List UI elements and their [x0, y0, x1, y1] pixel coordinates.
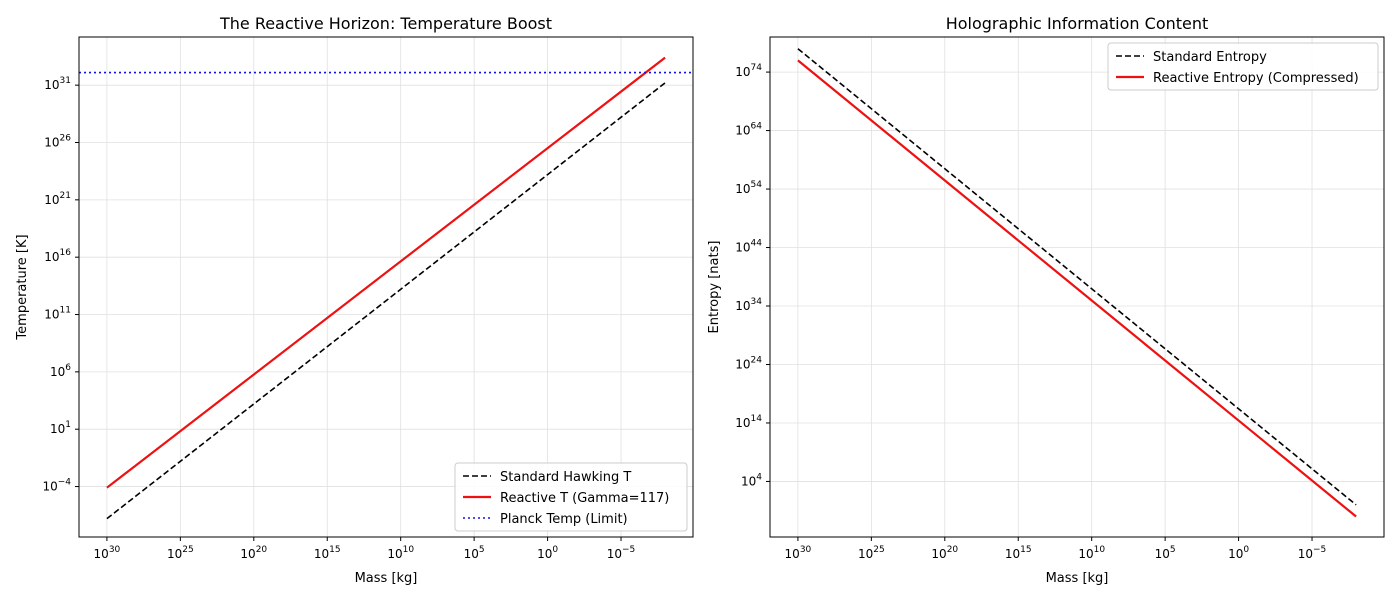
ticks: 1030 1025 1020 1015 1010 105 100 10−5 104 1014 102…: [735, 63, 1326, 561]
x-tick-label: 1030: [94, 545, 121, 561]
grid: [79, 37, 693, 537]
x-tick-label: 1010: [1078, 545, 1105, 561]
legend-entry: Reactive T (Gamma=117): [500, 491, 669, 506]
series-line-0: [106, 82, 666, 520]
y-tick-label: 106: [50, 363, 71, 379]
y-tick-label: 1074: [735, 63, 762, 79]
legend: Standard Entropy Reactive Entropy (Compre…: [1107, 42, 1379, 91]
y-tick-label: 1014: [735, 414, 762, 430]
entropy-chart: Holographic Information Content 1030 1025…: [707, 14, 1385, 586]
y-tick-label: 1024: [735, 355, 762, 371]
y-axis-label: Entropy [nats]: [707, 241, 722, 334]
y-tick-label: 1054: [735, 180, 762, 196]
x-tick-label: 1025: [858, 545, 885, 561]
y-tick-label: 1011: [44, 306, 71, 322]
x-tick-label: 1025: [167, 545, 194, 561]
y-tick-label: 1064: [735, 122, 762, 138]
y-tick-label: 1016: [44, 248, 71, 264]
y-tick-label: 101: [50, 420, 71, 436]
plot-frame: [769, 36, 1385, 538]
x-axis-label: Mass [kg]: [355, 571, 418, 586]
series-line-1: [106, 56, 666, 489]
x-tick-label: 1020: [240, 545, 267, 561]
x-tick-label: 105: [464, 545, 485, 561]
x-tick-label: 1030: [785, 545, 812, 561]
legend-box: [454, 462, 688, 532]
legend-entry: Standard Hawking T: [500, 470, 631, 485]
x-axis-label: Mass [kg]: [1046, 571, 1109, 586]
plot-frame: [78, 36, 694, 538]
x-tick-label: 10−5: [607, 545, 636, 561]
y-tick-label: 10−4: [42, 478, 71, 494]
x-tick-label: 1015: [1005, 545, 1032, 561]
series-layer: [797, 48, 1357, 518]
chart-title: Holographic Information Content: [946, 14, 1209, 33]
legend-entry: Standard Entropy: [1153, 50, 1267, 65]
x-tick-label: 100: [1228, 545, 1249, 561]
series-layer: [79, 56, 693, 520]
y-tick-label: 1021: [44, 191, 71, 207]
legend-box: [1107, 42, 1379, 91]
x-tick-label: 1010: [387, 545, 414, 561]
series-line-0: [797, 48, 1357, 506]
x-tick-label: 1015: [314, 545, 341, 561]
y-tick-label: 104: [741, 472, 762, 488]
chart-title: The Reactive Horizon: Temperature Boost: [219, 14, 552, 33]
x-tick-label: 100: [537, 545, 558, 561]
legend-entry: Reactive Entropy (Compressed): [1153, 71, 1359, 86]
y-tick-label: 1044: [735, 239, 762, 255]
legend: Standard Hawking T Reactive T (Gamma=117)…: [454, 462, 688, 532]
legend-entry: Planck Temp (Limit): [500, 512, 628, 527]
y-axis-label: Temperature [K]: [15, 234, 30, 340]
y-tick-label: 1031: [44, 76, 71, 92]
grid: [770, 37, 1384, 537]
temperature-chart: The Reactive Horizon: Temperature Boost …: [15, 14, 694, 586]
x-tick-label: 10−5: [1298, 545, 1327, 561]
x-tick-label: 1020: [931, 545, 958, 561]
series-line-1: [797, 59, 1357, 518]
y-tick-label: 1034: [735, 297, 762, 313]
x-tick-label: 105: [1155, 545, 1176, 561]
ticks: 1030 1025 1020 1015 1010 105 100 10−5 10−4 101 106…: [42, 76, 635, 561]
y-tick-label: 1026: [44, 134, 71, 150]
